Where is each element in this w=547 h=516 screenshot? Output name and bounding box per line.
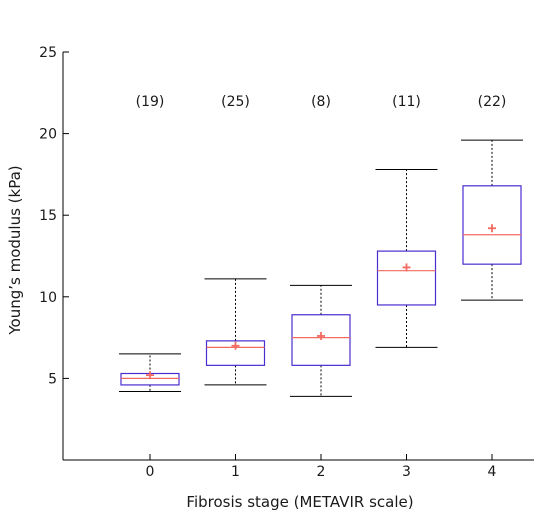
y-tick-label: 20	[39, 127, 57, 143]
sample-counts: (19) (25) (8) (11) (22)	[136, 94, 507, 110]
x-tick-label: 2	[317, 464, 326, 480]
box-group	[204, 278, 267, 386]
x-tick-label: 1	[231, 464, 240, 480]
sample-count-label: (11)	[392, 94, 421, 110]
x-tick-label: 3	[402, 464, 411, 480]
y-tick-label: 5	[48, 371, 57, 387]
iqr-box	[376, 250, 437, 306]
sample-count-label: (19)	[136, 94, 165, 110]
x-tick-label: 0	[146, 464, 155, 480]
iqr-box	[291, 314, 351, 366]
box-group	[375, 169, 438, 348]
sample-count-label: (25)	[221, 94, 250, 110]
box-group	[119, 353, 181, 392]
axes	[62, 52, 534, 461]
box-group	[461, 139, 523, 301]
sample-count-label: (22)	[478, 94, 507, 110]
x-axis-ticks: 0 1 2 3 4	[146, 454, 497, 480]
iqr-box	[205, 340, 266, 366]
boxes	[119, 139, 523, 397]
x-axis-label: Fibrosis stage (METAVIR scale)	[186, 493, 413, 511]
box-group	[290, 284, 352, 397]
sample-count-label: (8)	[311, 94, 331, 110]
y-axis-label: Young’s modulus (kPa)	[6, 165, 24, 335]
y-tick-label: 25	[39, 45, 57, 61]
y-axis-ticks: 5 10 15 20 25	[39, 45, 69, 387]
x-tick-label: 4	[488, 464, 497, 480]
y-tick-label: 15	[39, 208, 57, 224]
iqr-box	[462, 185, 522, 265]
y-tick-label: 10	[39, 290, 57, 306]
